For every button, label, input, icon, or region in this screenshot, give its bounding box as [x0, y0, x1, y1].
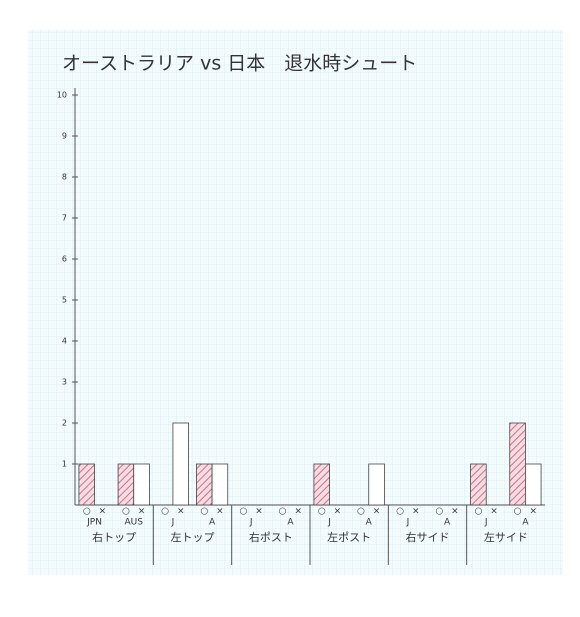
x-tick-label: JPN	[86, 518, 102, 528]
bar	[79, 464, 95, 505]
bar	[212, 464, 228, 505]
bar	[314, 464, 330, 505]
group-label: 左トップ	[171, 531, 215, 544]
y-tick-label: 7	[62, 214, 67, 223]
group-label: 左サイド	[484, 531, 528, 544]
y-tick-label: 4	[62, 337, 67, 346]
series-mark-label: ×	[138, 507, 146, 517]
bar	[525, 464, 541, 505]
series-mark-label: ×	[412, 507, 420, 517]
y-tick-label: 1	[62, 460, 67, 469]
y-tick-label: 9	[62, 132, 67, 141]
y-tick-label: 5	[62, 296, 67, 305]
series-mark-label: ○	[435, 507, 443, 517]
x-tick-label: A	[366, 518, 373, 528]
bar	[196, 464, 212, 505]
x-tick-label: AUS	[125, 518, 144, 528]
series-mark-label: ○	[122, 507, 130, 517]
series-mark-label: ×	[255, 507, 263, 517]
series-mark-label: ×	[529, 507, 537, 517]
x-tick-label: A	[287, 518, 294, 528]
group-label: 右サイド	[406, 530, 450, 544]
bar	[471, 464, 487, 505]
y-tick-label: 6	[62, 255, 67, 264]
y-tick-label: 8	[62, 173, 67, 182]
x-tick-label: A	[522, 518, 529, 528]
series-mark-label: ○	[514, 507, 522, 517]
bar	[510, 423, 526, 505]
series-mark-label: ○	[161, 507, 169, 517]
series-mark-label: ×	[490, 507, 498, 517]
series-mark-label: ○	[83, 507, 91, 517]
series-mark-label: ×	[177, 507, 185, 517]
y-tick-label: 2	[62, 419, 67, 428]
series-mark-label: ○	[239, 507, 247, 517]
group-label: 右ポスト	[249, 530, 293, 544]
series-mark-label: ×	[334, 507, 342, 517]
series-mark-label: ○	[279, 507, 287, 517]
x-tick-label: J	[249, 518, 253, 528]
series-mark-label: ○	[396, 507, 404, 517]
group-label: 左ポスト	[327, 531, 371, 544]
series-mark-label: ○	[200, 507, 208, 517]
bar	[173, 423, 189, 505]
bar	[369, 464, 385, 505]
series-mark-label: ○	[357, 507, 365, 517]
bar	[134, 464, 150, 505]
bar	[118, 464, 134, 505]
x-tick-label: J	[406, 518, 410, 528]
x-tick-label: J	[327, 518, 331, 528]
series-mark-label: ×	[216, 507, 224, 517]
y-tick-label: 3	[62, 378, 67, 387]
series-mark-label: ○	[318, 507, 326, 517]
series-mark-label: ×	[99, 507, 107, 517]
x-tick-label: J	[484, 518, 488, 528]
series-mark-label: ×	[294, 507, 302, 517]
x-tick-label: A	[209, 518, 216, 528]
series-mark-label: ○	[474, 507, 482, 517]
chart: オーストラリア vs 日本 退水時シュート 1 2 3 4 5 6 7 8 9 10 右トップ 左トッ…	[0, 0, 580, 613]
chart-title: オーストラリア vs 日本 退水時シュート	[62, 53, 417, 75]
series-mark-label: ×	[373, 507, 381, 517]
x-tick-label: A	[444, 518, 451, 528]
series-mark-label: ×	[451, 507, 459, 517]
x-tick-label: J	[171, 518, 175, 528]
group-label: 右トップ	[92, 530, 136, 544]
y-tick-label: 10	[57, 91, 67, 100]
